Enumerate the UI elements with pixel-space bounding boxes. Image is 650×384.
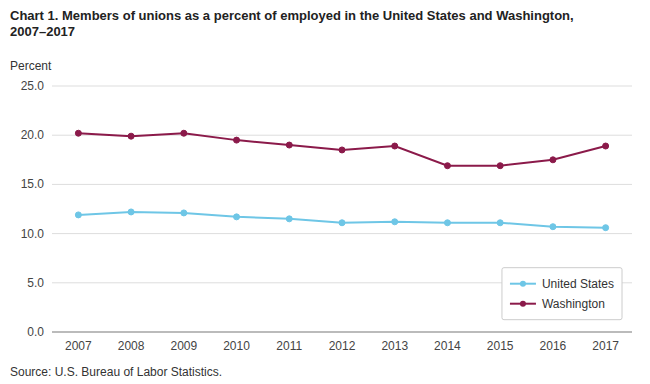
title-line: 2007–2017 [10, 24, 75, 39]
source: Source: U.S. Bureau of Labor Statistics. [10, 365, 222, 379]
x-axis-line [52, 332, 632, 333]
y-axis-label: Percent [10, 59, 52, 73]
y-tick-label: 25.0 [21, 79, 45, 93]
x-tick-label: 2009 [170, 339, 197, 353]
x-tick-label: 2013 [381, 339, 408, 353]
series-group [75, 130, 608, 230]
point [181, 210, 187, 216]
y-tick-label: 5.0 [27, 276, 44, 290]
point [75, 130, 81, 136]
grid-line [52, 86, 632, 87]
grid-line [52, 184, 632, 185]
point [128, 133, 134, 139]
x-tick-label: 2011 [276, 339, 302, 353]
legend-label: United States [542, 277, 614, 291]
title-line: Chart 1. Members of unions as a percent … [10, 8, 574, 23]
point [75, 212, 81, 218]
point [392, 143, 398, 149]
point [128, 209, 134, 215]
point [339, 220, 345, 226]
point [339, 147, 345, 153]
legend: United States Washington [502, 268, 622, 320]
point [603, 225, 609, 231]
series-line [78, 133, 605, 165]
legend-marker [520, 281, 526, 287]
title: Chart 1. Members of unions as a percent … [10, 8, 574, 39]
grid [52, 86, 632, 332]
point [286, 216, 292, 222]
x-tick-label: 2015 [487, 339, 514, 353]
point [497, 220, 503, 226]
chart: Chart 1. Members of unions as a percent … [0, 0, 650, 384]
point [234, 137, 240, 143]
y-tick-label: 20.0 [21, 128, 45, 142]
x-tick-label: 2007 [65, 339, 92, 353]
grid-line [52, 332, 632, 333]
point [444, 163, 450, 169]
x-tick-label: 2016 [540, 339, 567, 353]
point [603, 143, 609, 149]
x-tick-label: 2012 [329, 339, 356, 353]
point [181, 130, 187, 136]
series-line [78, 212, 605, 228]
x-tick-label: 2017 [592, 339, 619, 353]
point [497, 163, 503, 169]
x-tick-label: 2010 [223, 339, 250, 353]
legend-label: Washington [542, 297, 605, 311]
x-tick-label: 2008 [118, 339, 145, 353]
point [286, 142, 292, 148]
point [234, 214, 240, 220]
y-tick-label: 0.0 [27, 325, 44, 339]
grid-line [52, 233, 632, 234]
legend-marker [520, 301, 526, 307]
x-tick-label: 2014 [434, 339, 461, 353]
point [550, 224, 556, 230]
y-tick-label: 15.0 [21, 177, 45, 191]
legend-box [502, 268, 622, 320]
point [444, 220, 450, 226]
point [550, 157, 556, 163]
y-tick-label: 10.0 [21, 227, 45, 241]
point [392, 219, 398, 225]
